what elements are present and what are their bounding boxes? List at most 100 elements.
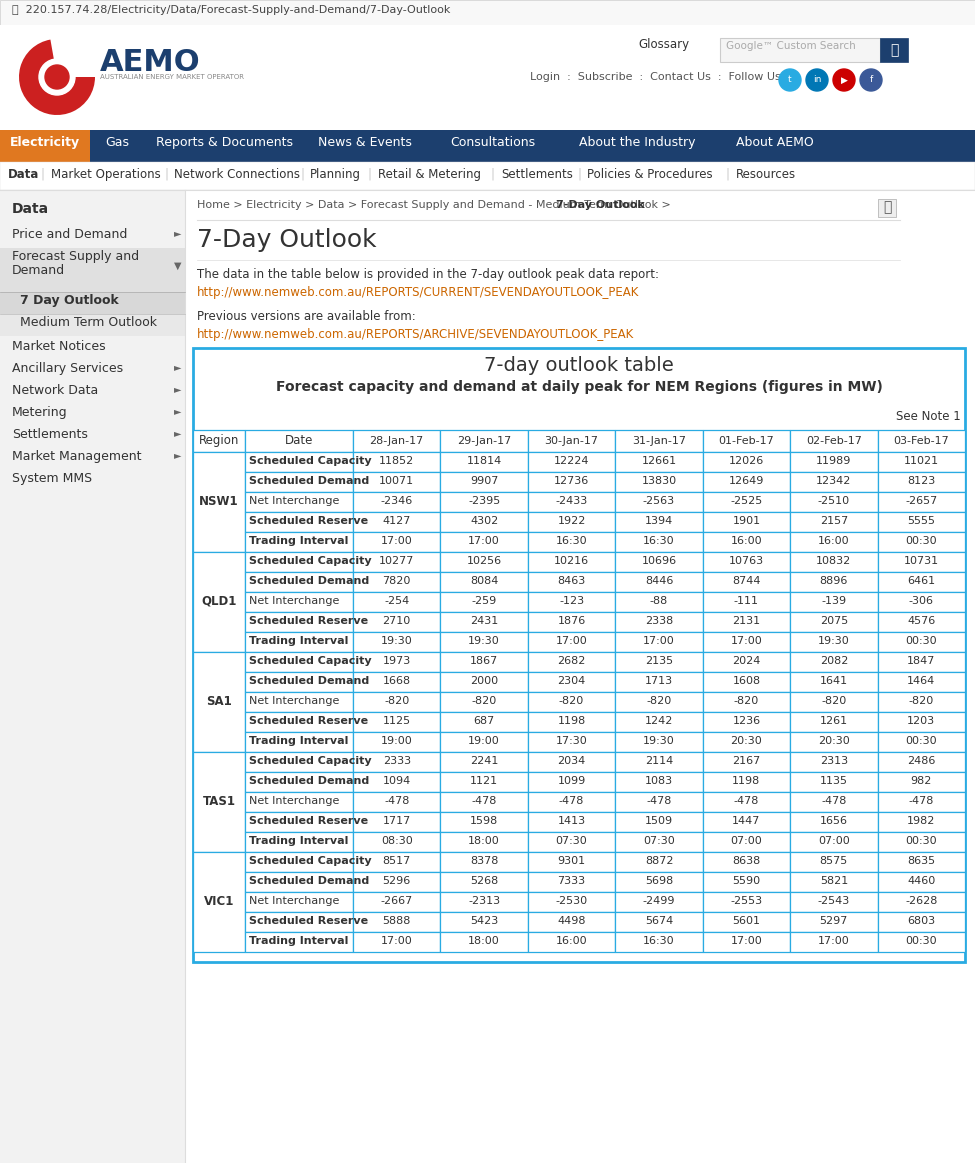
Text: 10256: 10256 [467,557,502,566]
Text: 1922: 1922 [558,516,586,527]
Bar [527,652,615,672]
Text: Scheduled Capacity: Scheduled Capacity [249,656,371,666]
Text: Trading Interval: Trading Interval [249,936,348,947]
Text: Settlements: Settlements [501,167,573,181]
Bar [353,932,441,952]
Text: 19:00: 19:00 [381,736,412,747]
Bar [245,812,353,832]
Text: 2024: 2024 [732,656,760,666]
Bar [245,652,353,672]
Text: -2657: -2657 [905,497,937,507]
Text: Planning: Planning [310,167,361,181]
Text: 19:30: 19:30 [468,636,500,647]
Text: |: | [164,167,169,181]
Text: Demand: Demand [12,264,65,277]
Text: 10731: 10731 [904,557,939,566]
Text: 2682: 2682 [558,656,586,666]
Bar [527,892,615,912]
Text: Forecast capacity and demand at daily peak for NEM Regions (figures in MW): Forecast capacity and demand at daily pe… [276,380,882,394]
Bar [878,531,965,552]
Bar [878,692,965,712]
Bar [193,652,245,752]
Text: -123: -123 [559,597,584,606]
Text: 2333: 2333 [382,756,410,766]
Text: Region: Region [199,434,239,447]
Text: 5423: 5423 [470,916,498,927]
Bar [703,732,790,752]
Text: 31-Jan-17: 31-Jan-17 [632,435,686,445]
Bar [615,872,703,892]
Bar [441,712,527,732]
Text: 19:30: 19:30 [818,636,850,647]
Text: Consultations: Consultations [449,136,535,149]
Bar [790,892,878,912]
Bar [353,430,441,452]
Text: 10696: 10696 [642,557,677,566]
Text: 2135: 2135 [644,656,673,666]
Circle shape [833,69,855,91]
Text: 8084: 8084 [470,577,498,586]
Bar [615,832,703,852]
Text: 6803: 6803 [907,916,935,927]
Bar [441,572,527,592]
Bar [715,130,835,162]
Bar [878,199,896,217]
Bar [441,932,527,952]
Bar [790,792,878,812]
Bar [615,892,703,912]
Bar [790,492,878,512]
Bar [615,552,703,572]
Bar [0,130,975,162]
Bar [790,832,878,852]
Text: -2530: -2530 [556,897,588,906]
Text: Resources: Resources [735,167,796,181]
Text: 01-Feb-17: 01-Feb-17 [719,435,774,445]
Bar [527,592,615,612]
Text: 8123: 8123 [907,477,935,486]
Text: Scheduled Capacity: Scheduled Capacity [249,457,371,466]
Text: 982: 982 [911,777,932,786]
Bar [703,872,790,892]
Bar [703,772,790,792]
Text: 1099: 1099 [558,777,586,786]
Bar [527,512,615,531]
Text: 8638: 8638 [732,856,760,866]
Bar [615,572,703,592]
Bar [193,852,245,952]
Bar [245,892,353,912]
Bar [245,792,353,812]
Text: Scheduled Demand: Scheduled Demand [249,777,370,786]
Text: ►: ► [174,362,181,372]
Bar [878,452,965,472]
Bar [185,190,975,1163]
Text: AUSTRALIAN ENERGY MARKET OPERATOR: AUSTRALIAN ENERGY MARKET OPERATOR [100,74,244,80]
Text: 2167: 2167 [732,756,760,766]
Bar [245,592,353,612]
Text: 16:00: 16:00 [556,936,587,947]
Text: 17:00: 17:00 [818,936,850,947]
Text: 1135: 1135 [820,777,848,786]
Bar [615,592,703,612]
Text: 2114: 2114 [644,756,673,766]
Bar [193,348,965,962]
Text: Metering: Metering [12,406,67,419]
Text: 7-Day Outlook: 7-Day Outlook [197,228,376,252]
Bar [245,712,353,732]
Text: 8896: 8896 [820,577,848,586]
Bar [353,832,441,852]
Bar [790,572,878,592]
Bar [0,314,185,336]
Bar [441,872,527,892]
Text: 02-Feb-17: 02-Feb-17 [806,435,862,445]
Text: 5888: 5888 [382,916,410,927]
Text: Scheduled Demand: Scheduled Demand [249,477,370,486]
Text: 1464: 1464 [907,677,935,686]
Text: Network Connections: Network Connections [175,167,300,181]
Bar [441,552,527,572]
Text: 10832: 10832 [816,557,851,566]
Bar [615,632,703,652]
Bar [790,672,878,692]
Text: 1198: 1198 [558,716,586,727]
Text: 20:30: 20:30 [730,736,762,747]
Text: t: t [788,76,792,85]
